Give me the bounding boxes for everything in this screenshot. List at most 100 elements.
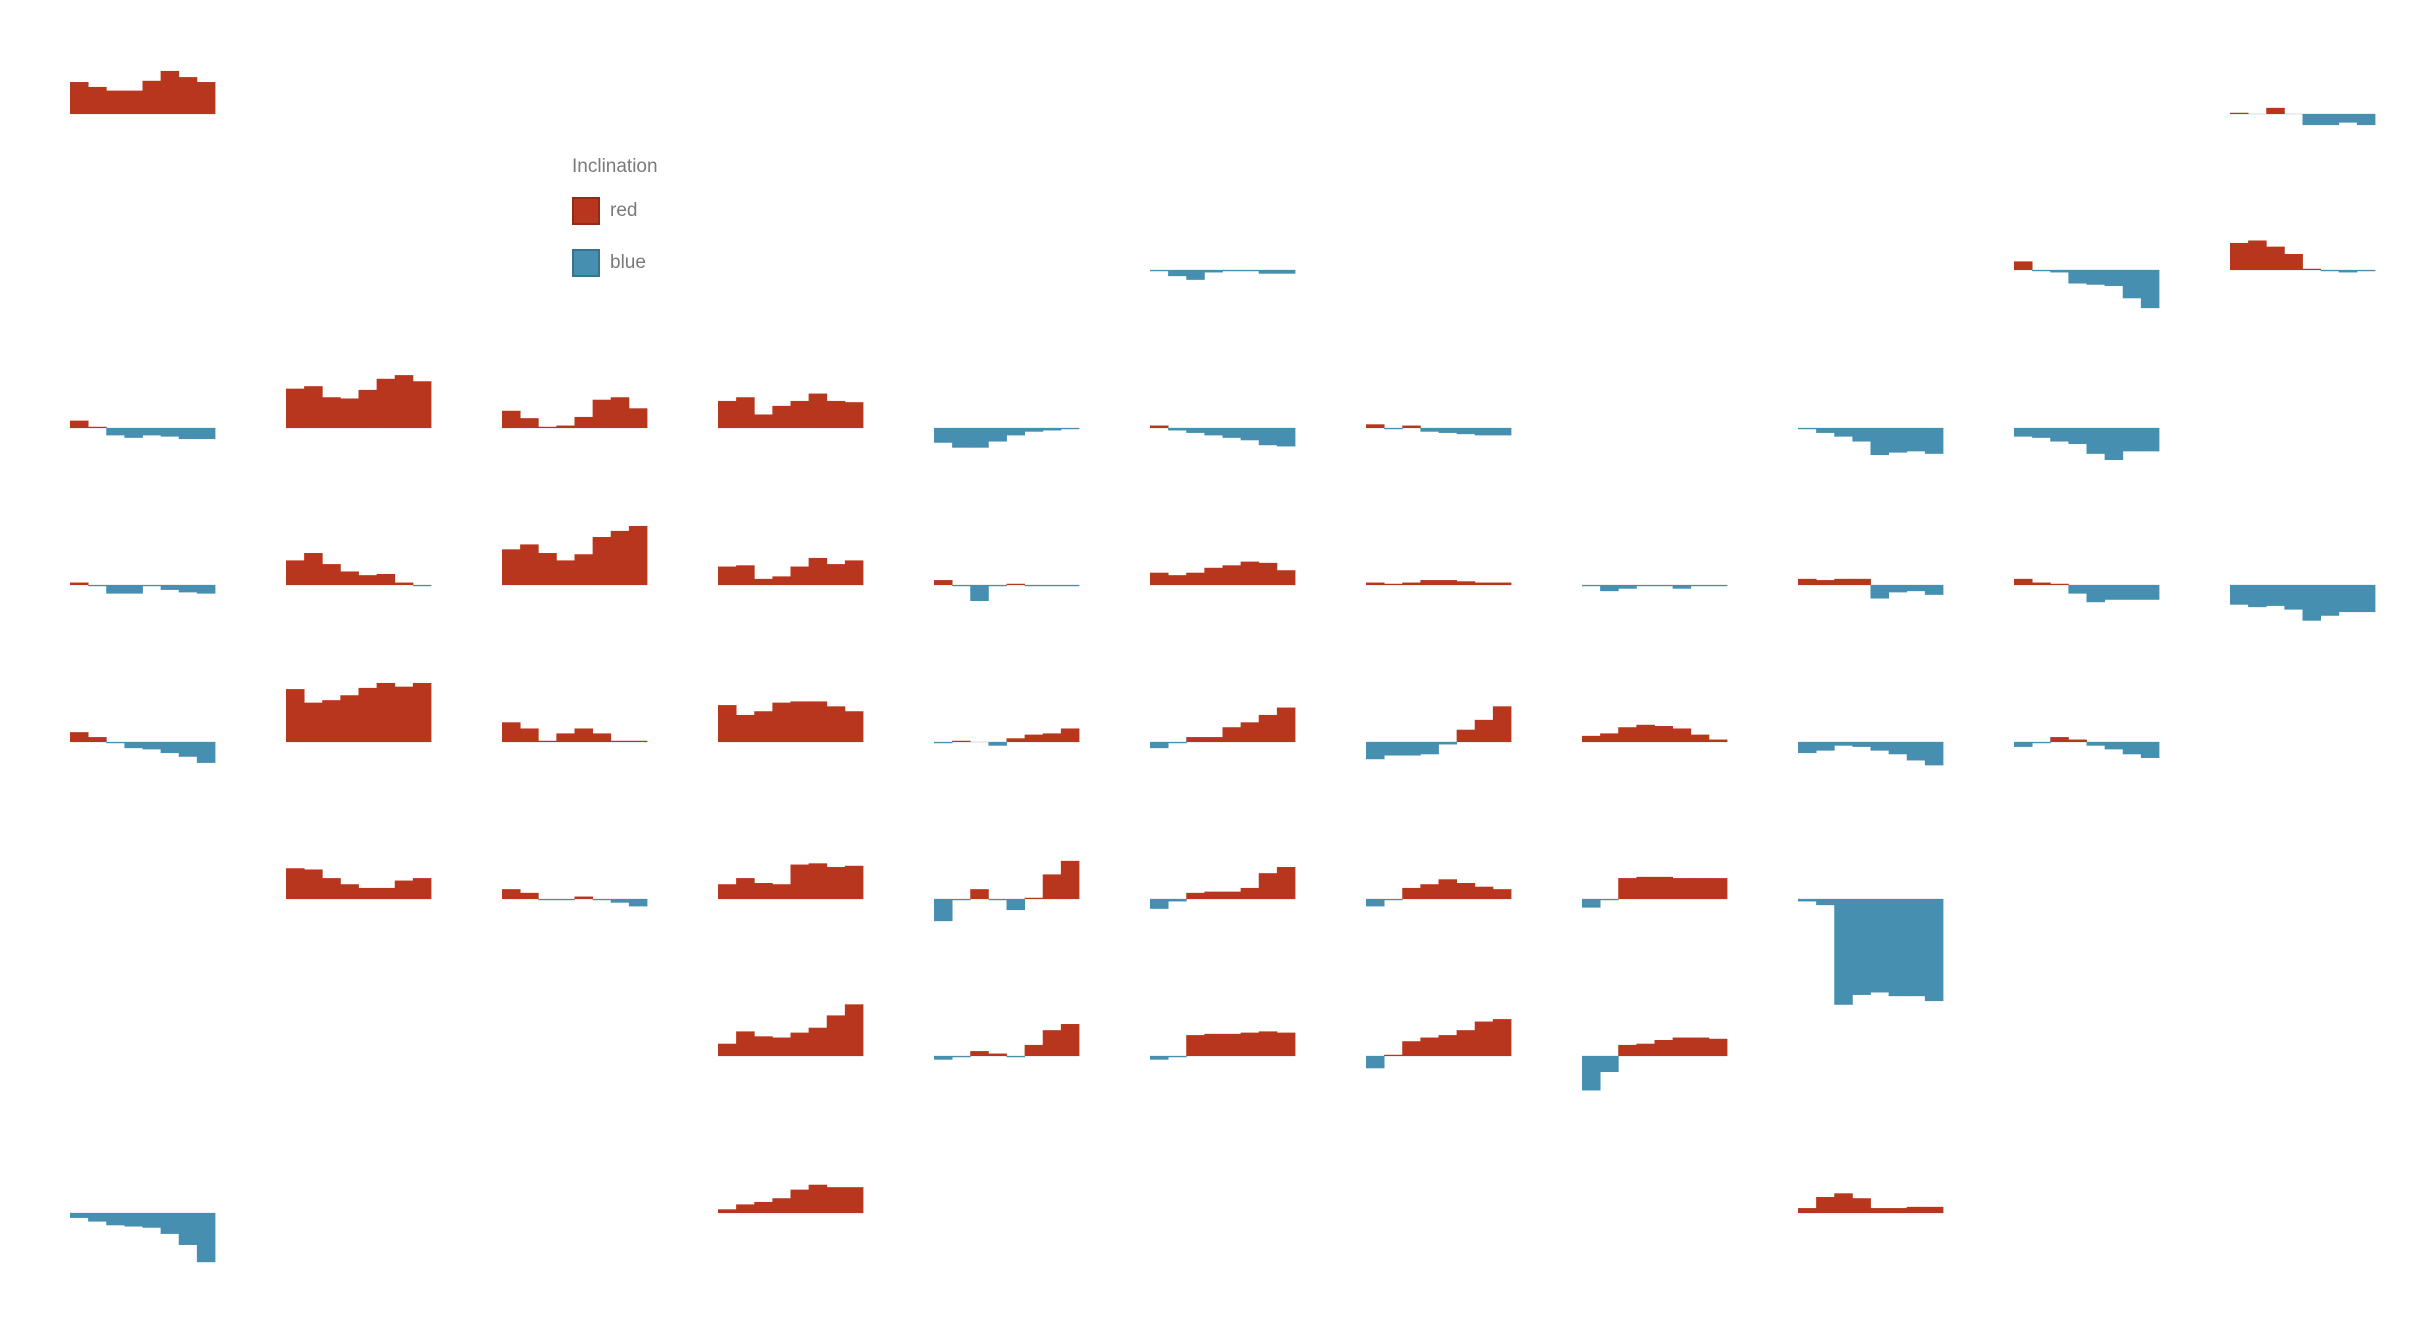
bar-9-2-1 (2032, 428, 2051, 438)
bar-2-4-3 (556, 733, 575, 742)
bar-0-3-1 (88, 585, 107, 587)
bar-3-7-0 (718, 1209, 737, 1213)
bar-1-4-2 (322, 700, 341, 742)
bar-4-6-2 (970, 1051, 989, 1056)
bar-9-1-0 (2014, 261, 2033, 270)
bar-7-3-7 (1708, 585, 1728, 587)
bar-3-5-0 (718, 884, 737, 899)
bar-5-6-4 (1222, 1033, 1242, 1056)
state-panel-8-7 (1798, 1193, 1944, 1214)
bar-2-2-1 (520, 418, 539, 428)
bar-8-3-1 (1816, 580, 1835, 585)
bar-9-1-3 (2068, 270, 2087, 284)
bar-4-2-4 (1006, 428, 1026, 436)
bar-1-5-6 (394, 880, 414, 899)
state-panel-9-1 (2014, 261, 2160, 309)
bar-4-4-7 (1060, 728, 1080, 742)
bar-3-7-6 (826, 1187, 846, 1213)
bar-3-5-1 (736, 878, 755, 899)
bar-9-3-1 (2032, 582, 2051, 585)
bar-8-3-3 (1852, 578, 1871, 585)
bar-5-5-0 (1150, 899, 1169, 909)
state-panel-6-3 (1366, 580, 1512, 586)
bar-8-5-0 (1798, 899, 1817, 902)
bar-10-0-0 (2230, 112, 2249, 114)
bar-9-2-2 (2050, 428, 2069, 442)
bar-4-4-3 (988, 742, 1007, 746)
bar-7-6-1 (1600, 1056, 1619, 1072)
bar-3-2-4 (790, 400, 810, 428)
bar-7-4-6 (1690, 734, 1710, 742)
bar-7-6-0 (1582, 1056, 1601, 1091)
bar-5-2-2 (1186, 428, 1205, 433)
bar-0-0-4 (142, 80, 162, 114)
bar-9-3-6 (2122, 585, 2142, 600)
bar-1-4-7 (412, 682, 432, 742)
bar-0-4-2 (106, 742, 125, 744)
bar-0-2-2 (106, 428, 125, 436)
bar-5-3-2 (1186, 572, 1205, 585)
bar-7-5-4 (1654, 876, 1674, 899)
bar-6-2-5 (1456, 428, 1476, 435)
state-panel-3-4 (718, 701, 864, 743)
bar-1-3-6 (394, 582, 414, 585)
bar-6-5-6 (1474, 886, 1494, 899)
bar-6-2-4 (1438, 428, 1458, 433)
bar-4-6-7 (1060, 1024, 1080, 1056)
bar-8-5-1 (1816, 899, 1835, 906)
state-panel-2-5 (502, 889, 648, 907)
bar-5-2-0 (1150, 425, 1169, 428)
bar-5-4-4 (1222, 727, 1242, 742)
bar-9-1-6 (2122, 270, 2142, 299)
bar-2-2-6 (610, 397, 630, 428)
bar-1-4-1 (304, 702, 323, 742)
state-panel-5-5 (1150, 867, 1296, 909)
bar-8-2-5 (1888, 428, 1908, 453)
bar-3-4-2 (754, 711, 773, 742)
bar-5-5-2 (1186, 892, 1205, 899)
bar-7-6-2 (1618, 1044, 1637, 1056)
bar-10-3-0 (2230, 585, 2249, 605)
bar-5-4-2 (1186, 737, 1205, 742)
bar-5-1-7 (1276, 270, 1296, 274)
bar-10-0-6 (2338, 114, 2358, 123)
bar-0-4-0 (70, 732, 89, 742)
bar-8-7-2 (1834, 1193, 1853, 1213)
state-panel-9-2 (2014, 427, 2160, 460)
bar-0-4-3 (124, 742, 143, 749)
bar-0-4-4 (142, 742, 162, 750)
bar-7-4-0 (1582, 735, 1601, 742)
bar-2-5-1 (520, 892, 539, 899)
bar-1-2-3 (340, 398, 359, 428)
bar-6-4-7 (1492, 706, 1512, 742)
bar-5-1-4 (1222, 270, 1242, 272)
bar-6-6-3 (1420, 1037, 1439, 1056)
bar-3-3-0 (718, 566, 737, 585)
bar-2-5-6 (610, 899, 630, 903)
bar-8-7-1 (1816, 1197, 1835, 1213)
bar-7-6-5 (1672, 1037, 1692, 1056)
bar-7-5-2 (1618, 878, 1637, 899)
bar-1-4-5 (376, 682, 396, 742)
bar-8-7-4 (1870, 1208, 1890, 1213)
legend-label-blue: blue (610, 252, 646, 273)
bar-5-5-1 (1168, 899, 1187, 902)
bar-6-5-1 (1384, 899, 1403, 901)
bar-3-6-2 (754, 1036, 773, 1056)
bar-6-5-5 (1456, 883, 1476, 899)
bar-5-3-7 (1276, 570, 1296, 585)
state-panel-3-3 (718, 557, 864, 586)
bar-1-5-4 (358, 887, 378, 899)
bar-5-3-4 (1222, 565, 1242, 585)
bar-3-3-7 (844, 560, 864, 585)
bar-6-2-2 (1402, 425, 1421, 428)
bar-0-2-7 (196, 428, 216, 440)
state-panel-1-3 (286, 553, 432, 587)
bar-8-4-7 (1924, 742, 1944, 766)
bar-0-2-5 (160, 428, 180, 437)
bar-3-4-0 (718, 705, 737, 742)
bar-10-3-4 (2302, 585, 2322, 621)
bar-2-2-2 (538, 426, 557, 428)
bar-6-2-1 (1384, 428, 1403, 430)
bar-4-6-6 (1042, 1030, 1062, 1056)
